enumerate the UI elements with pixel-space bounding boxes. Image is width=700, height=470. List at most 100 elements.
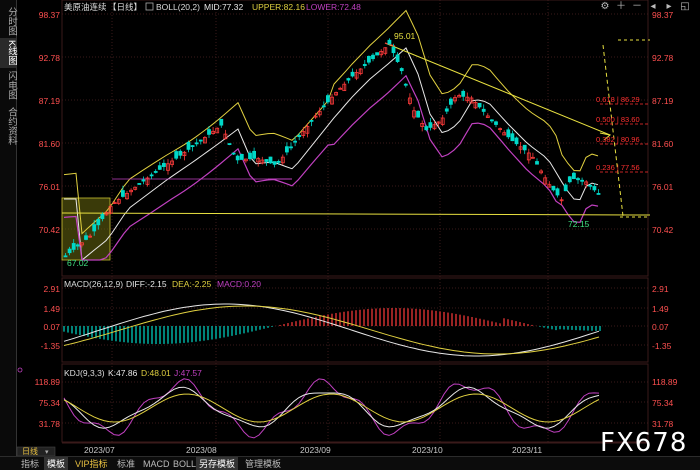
svg-text:0.07: 0.07 — [652, 322, 669, 332]
fib-label: 0.618 | 86.29 — [596, 95, 640, 104]
svg-text:92.78: 92.78 — [652, 53, 674, 63]
tab-boll[interactable]: BOLL — [173, 459, 197, 469]
fib-label: 0.500 | 83.60 — [596, 115, 640, 124]
svg-text:118.89: 118.89 — [35, 377, 61, 387]
svg-text:2.91: 2.91 — [652, 284, 669, 294]
boll-upper-line — [63, 9, 599, 235]
svg-text:-1.35: -1.35 — [41, 341, 61, 351]
fibonacci-levels: 0.618 | 86.29 0.500 | 83.60 0.382 | 80.96 0… — [596, 95, 650, 173]
svg-text:76.01: 76.01 — [39, 182, 61, 192]
macd-axis-right: 2.91 1.49 0.07 -1.35 — [652, 284, 672, 351]
chevron-down-icon[interactable]: ▾ — [45, 449, 49, 456]
macd-histogram — [63, 308, 601, 344]
svg-text:31.78: 31.78 — [652, 419, 674, 429]
fullscreen-icon[interactable]: ◱ — [680, 1, 690, 12]
boll-upper: UPPER:82.16 — [252, 2, 305, 12]
svg-text:2.91: 2.91 — [43, 284, 60, 294]
svg-text:KDJ(9,3,3): KDJ(9,3,3) — [64, 368, 105, 378]
svg-text:70.42: 70.42 — [39, 225, 61, 235]
low-label-right: 72.15 — [568, 219, 590, 229]
period-label: 【日线】 — [108, 2, 142, 12]
svg-text:70.42: 70.42 — [652, 225, 674, 235]
svg-text:75.34: 75.34 — [652, 398, 674, 408]
macd-axis-left: 2.91 1.49 0.07 -1.35 — [41, 284, 61, 351]
period-selector[interactable] — [16, 446, 56, 456]
svg-text:87.19: 87.19 — [39, 96, 61, 106]
boll-lower: LOWER:72.48 — [306, 2, 361, 12]
svg-text:0.07: 0.07 — [43, 322, 60, 332]
svg-text:DIFF:-2.15: DIFF:-2.15 — [126, 279, 167, 289]
tab-save-template[interactable]: 另存模板 — [196, 457, 239, 470]
kdj-axis-left: 118.89 75.34 31.78 — [35, 377, 61, 429]
scroll-right-icon[interactable]: ▸ — [666, 1, 672, 12]
panel-frames — [61, 0, 649, 443]
zoom-in-icon[interactable]: ＋ — [616, 1, 626, 12]
svg-text:K:47.86: K:47.86 — [108, 368, 138, 378]
tab-vip-indicator[interactable]: VIP指标 — [75, 459, 108, 469]
svg-text:75.34: 75.34 — [39, 398, 61, 408]
svg-text:2023/09: 2023/09 — [300, 445, 331, 455]
svg-text:2023/08: 2023/08 — [186, 445, 217, 455]
tab-manage-template[interactable]: 管理模板 — [245, 459, 282, 469]
kdj-d-line — [63, 393, 600, 423]
view-sidebar: 分时图 K线图 闪电图 合约资料 — [0, 0, 17, 456]
tab-macd[interactable]: MACD — [143, 459, 170, 469]
svg-text:2023/07: 2023/07 — [84, 445, 115, 455]
time-axis: 2023/07 2023/08 2023/09 2023/10 2023/11 — [62, 442, 648, 455]
svg-text:98.37: 98.37 — [39, 10, 61, 20]
svg-text:1.49: 1.49 — [43, 304, 60, 314]
sidebar-item-flash[interactable]: 闪电图 — [6, 70, 17, 100]
kdj-axis-right: 118.89 75.34 31.78 — [652, 377, 678, 429]
svg-text:118.89: 118.89 — [652, 377, 678, 387]
kdj-k-line — [63, 386, 600, 429]
drawn-lines — [61, 39, 651, 218]
svg-text:92.78: 92.78 — [39, 53, 61, 63]
scroll-left-icon[interactable]: ◂ — [650, 1, 656, 12]
kdj-marker-icon — [17, 367, 23, 373]
price-axis-right: 98.37 92.78 87.19 81.60 76.01 70.42 — [652, 10, 674, 235]
fib-label: 0.382 | 80.96 — [596, 135, 640, 144]
kdj-header: KDJ(9,3,3) K:47.86 D:48.01 J:47.57 — [64, 368, 202, 378]
sidebar-item-contract-info[interactable]: 合约资料 — [6, 107, 17, 145]
svg-text:2023/11: 2023/11 — [512, 445, 542, 455]
low-label-left: 67.02 — [67, 258, 89, 268]
svg-text:98.37: 98.37 — [652, 10, 674, 20]
instrument-title: 美原油连续 — [64, 2, 107, 12]
svg-text:MACD:0.20: MACD:0.20 — [217, 279, 261, 289]
svg-text:MACD(26,12,9): MACD(26,12,9) — [64, 279, 123, 289]
sidebar-item-timeshare[interactable]: 分时图 — [6, 6, 17, 36]
candlesticks — [63, 38, 601, 258]
price-header: 美原油连续 【日线】 BOLL(20,2) MID:77.32 UPPER:82… — [64, 2, 361, 12]
kdj-j-line — [63, 378, 600, 439]
svg-text:81.60: 81.60 — [39, 139, 61, 149]
tab-standard[interactable]: 标准 — [117, 459, 136, 469]
boll-mid: MID:77.32 — [204, 2, 243, 12]
svg-text:-1.35: -1.35 — [652, 341, 672, 351]
fib-label: 0.236 | 77.56 — [596, 163, 640, 172]
brand-logo: FX678 — [600, 428, 688, 458]
svg-text:D:48.01: D:48.01 — [141, 368, 171, 378]
tab-template[interactable]: 模板 — [44, 457, 69, 470]
period-selector-label[interactable]: 日线 — [22, 446, 38, 456]
svg-text:2023/10: 2023/10 — [412, 445, 443, 455]
bottom-toolbar: 指标 模板 VIP指标 标准 MACD BOLL 另存模板 管理模板 — [0, 456, 700, 470]
svg-text:87.19: 87.19 — [652, 96, 674, 106]
macd-header: MACD(26,12,9) DIFF:-2.15 DEA:-2.25 MACD:… — [64, 279, 261, 289]
high-label: 95.01 — [394, 31, 416, 41]
svg-text:J:47.57: J:47.57 — [174, 368, 202, 378]
settings-gear-icon[interactable]: ⚙ — [600, 1, 610, 12]
svg-text:1.49: 1.49 — [652, 304, 669, 314]
macd-dea-line — [63, 305, 600, 355]
price-axis-left: 98.37 92.78 87.19 81.60 76.01 70.42 — [39, 10, 61, 235]
tab-indicator[interactable]: 指标 — [21, 459, 40, 469]
svg-text:76.01: 76.01 — [652, 182, 674, 192]
zoom-out-icon[interactable]: － — [632, 1, 642, 12]
sidebar-item-kline[interactable]: K线图 — [0, 38, 17, 68]
boll-mid-line — [64, 47, 599, 261]
kline-chart[interactable]: 0.618 | 86.29 0.500 | 83.60 0.382 | 80.96 0… — [0, 0, 700, 456]
boll-indicator: BOLL(20,2) — [156, 2, 200, 12]
svg-text:31.78: 31.78 — [39, 419, 61, 429]
boll-lower-line — [63, 74, 599, 261]
svg-text:DEA:-2.25: DEA:-2.25 — [172, 279, 211, 289]
